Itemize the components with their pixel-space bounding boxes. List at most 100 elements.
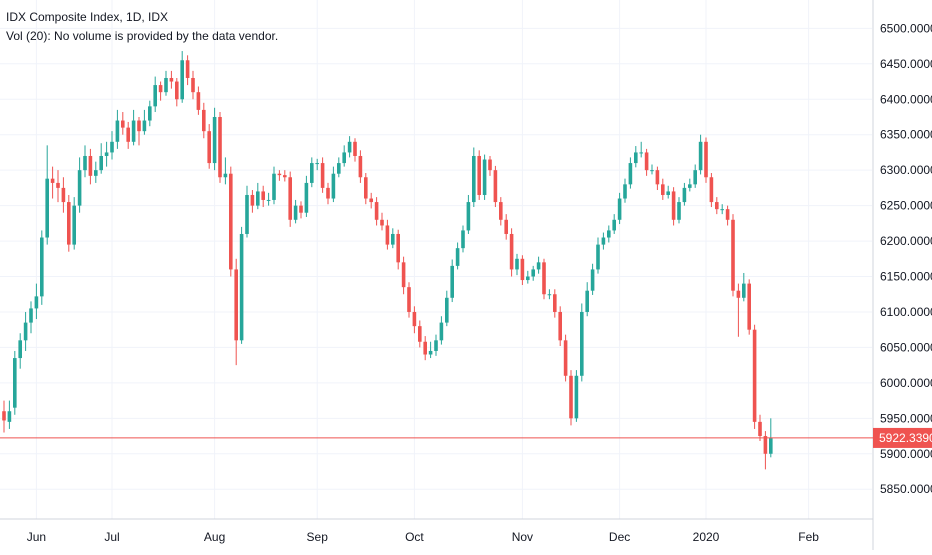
candle[interactable] — [601, 232, 606, 250]
candle[interactable] — [380, 212, 384, 231]
candle[interactable] — [385, 219, 390, 250]
candle[interactable] — [515, 253, 519, 276]
candle[interactable] — [698, 134, 703, 175]
candle[interactable] — [731, 214, 735, 297]
candle[interactable] — [94, 161, 98, 183]
candle[interactable] — [364, 173, 368, 205]
candle[interactable] — [558, 306, 562, 346]
candle[interactable] — [304, 175, 309, 217]
candle[interactable] — [196, 86, 201, 115]
candle[interactable] — [450, 259, 454, 303]
candle[interactable] — [747, 279, 751, 335]
candles[interactable] — [2, 51, 773, 470]
candle[interactable] — [158, 81, 163, 101]
candle[interactable] — [758, 414, 762, 442]
candle[interactable] — [83, 145, 87, 178]
candle[interactable] — [88, 148, 93, 185]
candle[interactable] — [709, 173, 714, 208]
candle[interactable] — [461, 225, 465, 253]
candle[interactable] — [439, 316, 444, 345]
candle[interactable] — [493, 165, 498, 208]
candle[interactable] — [488, 155, 492, 176]
candle[interactable] — [266, 192, 271, 206]
candle[interactable] — [164, 70, 168, 96]
candle[interactable] — [261, 185, 265, 208]
candle[interactable] — [288, 171, 292, 227]
candle[interactable] — [250, 190, 255, 213]
candle[interactable] — [331, 166, 336, 203]
candle[interactable] — [590, 263, 595, 295]
candle[interactable] — [77, 157, 82, 213]
candle[interactable] — [574, 370, 579, 422]
candle[interactable] — [736, 283, 741, 337]
candle[interactable] — [72, 197, 76, 250]
candle[interactable] — [148, 100, 152, 127]
candle[interactable] — [628, 157, 633, 189]
candle[interactable] — [569, 370, 573, 426]
candle[interactable] — [29, 301, 33, 334]
candle[interactable] — [607, 225, 611, 243]
candle[interactable] — [725, 205, 730, 226]
candle[interactable] — [580, 303, 584, 382]
candle[interactable] — [99, 143, 103, 174]
candle[interactable] — [180, 51, 184, 103]
candle[interactable] — [720, 204, 724, 215]
candle[interactable] — [277, 170, 282, 181]
candle[interactable] — [13, 350, 17, 415]
candle[interactable] — [337, 157, 341, 178]
candle[interactable] — [531, 265, 535, 281]
candle[interactable] — [563, 334, 568, 382]
candle[interactable] — [191, 70, 195, 100]
candle[interactable] — [634, 146, 638, 168]
candle[interactable] — [434, 334, 438, 356]
candle[interactable] — [423, 336, 427, 361]
candle[interactable] — [67, 194, 71, 252]
candle[interactable] — [617, 192, 622, 225]
candle[interactable] — [358, 150, 363, 183]
candle[interactable] — [466, 194, 471, 234]
candle[interactable] — [239, 226, 244, 344]
candle[interactable] — [612, 214, 616, 234]
candle[interactable] — [40, 230, 44, 305]
candle[interactable] — [175, 77, 179, 107]
candle[interactable] — [677, 197, 681, 224]
candle[interactable] — [245, 185, 249, 238]
candle[interactable] — [104, 141, 109, 167]
candle[interactable] — [445, 290, 449, 327]
candle[interactable] — [585, 282, 589, 317]
candle[interactable] — [121, 112, 125, 135]
candle[interactable] — [342, 145, 346, 167]
candle[interactable] — [396, 229, 400, 270]
candle[interactable] — [428, 341, 433, 359]
candle[interactable] — [115, 109, 120, 149]
candle[interactable] — [310, 157, 314, 188]
candle[interactable] — [482, 154, 487, 200]
candle[interactable] — [234, 258, 238, 366]
candle[interactable] — [666, 185, 670, 199]
candle[interactable] — [353, 138, 357, 162]
candle[interactable] — [23, 311, 28, 351]
candle[interactable] — [391, 228, 395, 249]
candle[interactable] — [374, 197, 379, 226]
candle[interactable] — [7, 400, 12, 429]
candle[interactable] — [347, 136, 352, 158]
candle[interactable] — [418, 320, 422, 348]
candle[interactable] — [477, 150, 481, 200]
candle[interactable] — [299, 201, 303, 219]
candle[interactable] — [693, 164, 697, 188]
candle[interactable] — [142, 109, 147, 135]
candle[interactable] — [553, 289, 557, 318]
candle[interactable] — [671, 187, 676, 226]
candle[interactable] — [202, 102, 206, 139]
candle[interactable] — [509, 228, 514, 277]
candle[interactable] — [655, 166, 660, 191]
candle[interactable] — [2, 400, 6, 433]
candle[interactable] — [293, 199, 298, 224]
candle[interactable] — [661, 178, 665, 200]
candle[interactable] — [45, 145, 49, 245]
candle[interactable] — [623, 178, 627, 203]
candle[interactable] — [126, 121, 130, 149]
candle[interactable] — [752, 324, 757, 429]
candle[interactable] — [56, 170, 60, 203]
